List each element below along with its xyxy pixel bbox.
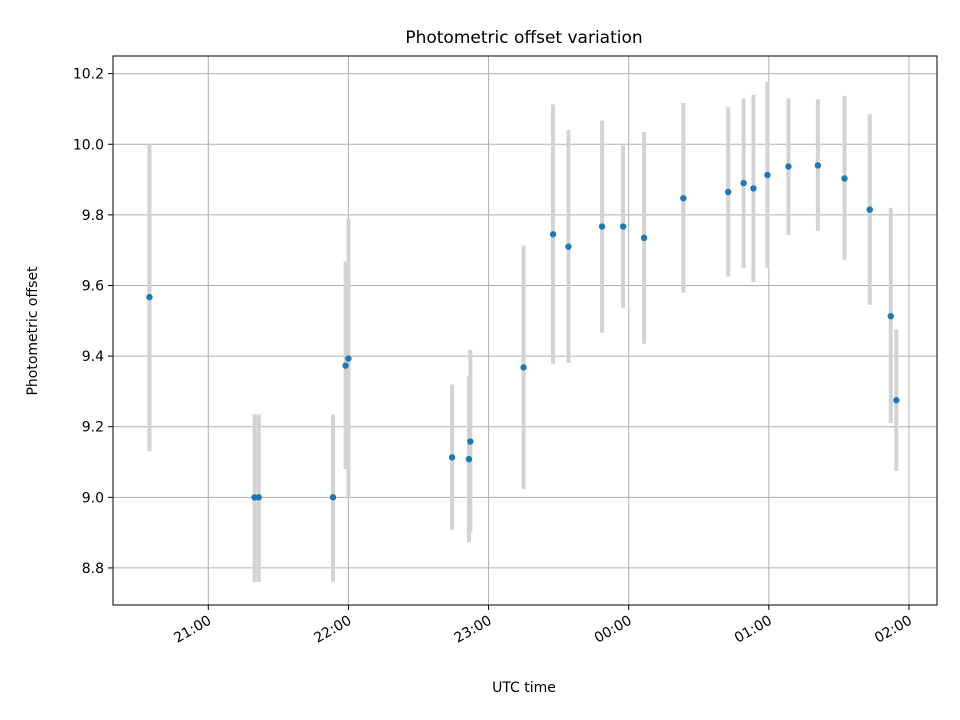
y-axis-label: Photometric offset xyxy=(25,266,41,396)
data-point xyxy=(814,162,822,169)
data-point xyxy=(866,206,873,213)
y-tick-label: 9.2 xyxy=(82,420,104,436)
data-point xyxy=(841,175,848,182)
y-tick-label: 10.2 xyxy=(73,67,104,83)
data-point xyxy=(467,438,474,445)
data-point xyxy=(146,293,153,301)
y-tick-label: 8.8 xyxy=(82,561,104,577)
data-point xyxy=(740,179,747,187)
data-point xyxy=(785,163,792,170)
data-point xyxy=(329,494,337,501)
plot-frame xyxy=(112,55,938,606)
data-point xyxy=(465,455,473,463)
data-point xyxy=(619,223,627,230)
y-tick-label: 9.6 xyxy=(82,278,104,294)
data-point xyxy=(549,231,557,238)
data-point xyxy=(764,171,771,179)
y-axis-ticks: 8.8 9.0 9.2 9.4 9.6 9.8 10.0 10.2 xyxy=(73,67,113,577)
data-point xyxy=(750,185,757,192)
y-tick-label: 9.0 xyxy=(82,490,104,506)
data-points xyxy=(146,162,900,501)
chart-title: Photometric offset variation xyxy=(405,28,642,48)
data-point xyxy=(598,223,606,230)
y-tick-label: 9.8 xyxy=(82,208,104,224)
data-point xyxy=(345,355,352,362)
data-point xyxy=(448,454,456,461)
y-tick-label: 9.4 xyxy=(82,349,104,365)
y-tick-label: 10.0 xyxy=(73,137,104,153)
data-point xyxy=(342,362,349,369)
data-point xyxy=(565,243,572,250)
data-point xyxy=(520,364,527,371)
data-point xyxy=(640,234,648,242)
data-point xyxy=(255,494,262,501)
data-point xyxy=(893,397,900,404)
data-point xyxy=(724,188,732,196)
data-point xyxy=(887,313,894,320)
x-axis-label: UTC time xyxy=(492,680,556,696)
data-point xyxy=(680,195,687,202)
